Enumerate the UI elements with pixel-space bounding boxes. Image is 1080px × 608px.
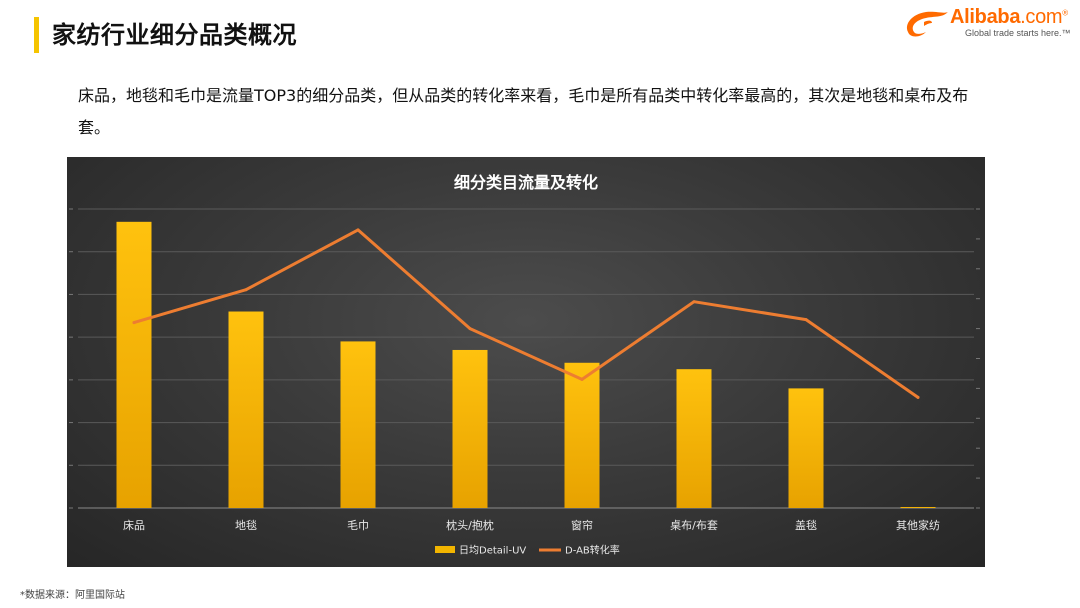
logo-registered-mark: ® xyxy=(1062,8,1068,18)
x-tick-label: 床品 xyxy=(123,518,145,532)
bar xyxy=(340,341,376,508)
line-point xyxy=(356,228,360,232)
x-tick-label: 桌布/布套 xyxy=(670,519,718,532)
legend-bar-swatch xyxy=(435,546,455,553)
bar xyxy=(452,349,488,508)
line-point xyxy=(916,395,920,399)
x-tick-label: 毛巾 xyxy=(347,518,369,532)
alibaba-logo: Alibaba.com® Global trade starts here.™ xyxy=(902,4,1078,44)
bar xyxy=(900,507,936,508)
logo-tagline: Global trade starts here.™ xyxy=(965,28,1071,38)
bar xyxy=(788,388,824,508)
page-title: 家纺行业细分品类概况 xyxy=(52,21,297,49)
x-tick-label: 窗帘 xyxy=(571,518,593,532)
conversion-line xyxy=(132,228,920,399)
bar xyxy=(116,221,152,509)
line-point xyxy=(244,288,248,292)
bar-series xyxy=(116,221,936,509)
line-point xyxy=(580,377,584,381)
x-tick-label: 枕头/抱枕 xyxy=(446,518,494,532)
chart-title: 细分类目流量及转化 xyxy=(454,173,598,192)
logo-suffix: .com xyxy=(1020,6,1063,28)
x-tick-label: 地毯 xyxy=(235,518,257,532)
summary-text: 床品，地毯和毛巾是流量TOP3的细分品类，但从品类的转化率来看，毛巾是所有品类中… xyxy=(78,86,969,137)
legend-bar-label: 日均Detail-UV xyxy=(459,545,526,557)
x-axis-labels: 床品 地毯 毛巾 枕头/抱枕 窗帘 桌布/布套 盖毯 其他家纺 xyxy=(123,518,940,532)
data-source-note: *数据来源：阿里国际站 xyxy=(20,590,125,601)
line-point xyxy=(692,300,696,304)
bar xyxy=(228,311,264,508)
traffic-conversion-chart: 细分类目流量及转化 床品 地毯 毛巾 枕头/抱枕 窗帘 桌布/布套 盖毯 其他家纺 日均Det… xyxy=(69,173,980,557)
line-point xyxy=(804,318,808,322)
chart-legend: 日均Detail-UV D-AB转化率 xyxy=(435,544,620,557)
logo-wordmark: Alibaba.com® xyxy=(950,6,1068,29)
bar xyxy=(676,369,712,508)
x-tick-label: 盖毯 xyxy=(795,518,817,532)
title-accent-bar xyxy=(34,17,39,53)
logo-brand: Alibaba xyxy=(950,6,1021,28)
line-point xyxy=(468,327,472,331)
line-series xyxy=(132,228,920,399)
grid-lines xyxy=(69,208,980,509)
bar xyxy=(564,362,600,508)
legend-line-label: D-AB转化率 xyxy=(565,544,620,557)
line-point xyxy=(132,321,136,325)
alibaba-swoosh-icon xyxy=(906,11,948,37)
x-tick-label: 其他家纺 xyxy=(896,518,940,532)
chart-panel: 细分类目流量及转化 床品 地毯 毛巾 枕头/抱枕 窗帘 桌布/布套 盖毯 其他家纺 日均Det… xyxy=(67,157,985,567)
